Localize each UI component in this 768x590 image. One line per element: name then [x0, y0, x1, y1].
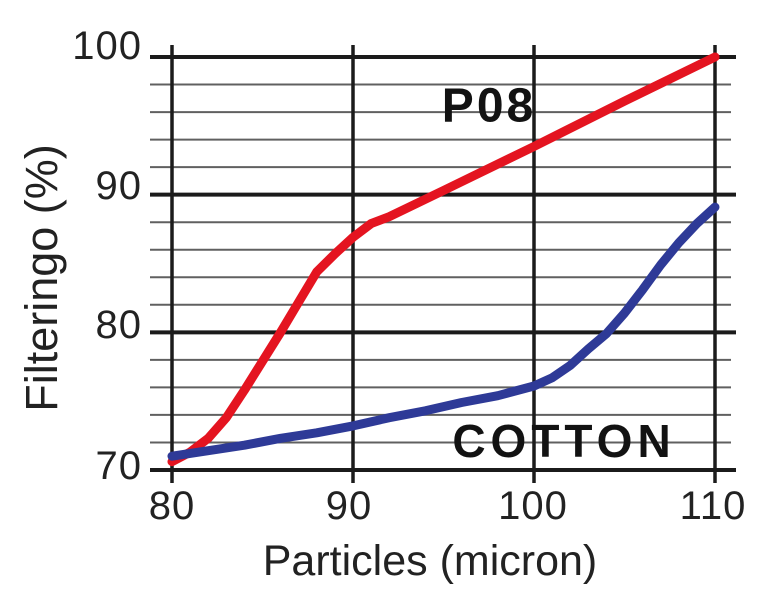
- xtick-label-80: 80: [148, 484, 196, 528]
- x-axis-title: Particles (micron): [262, 537, 598, 585]
- series-line-cotton: [167, 202, 720, 461]
- ytick-label-90: 90: [95, 164, 142, 208]
- y-axis-title: Filteringo (%): [16, 144, 67, 412]
- series-label-p08: P08: [441, 79, 537, 133]
- ytick-label-70: 70: [95, 444, 142, 488]
- series-label-cotton: COTTON: [452, 415, 676, 467]
- series-line-p08: [167, 52, 720, 467]
- xtick-label-110: 110: [679, 484, 747, 528]
- ytick-label-100: 100: [72, 24, 142, 68]
- xtick-label-90: 90: [325, 484, 373, 528]
- ytick-label-80: 80: [95, 303, 142, 347]
- xtick-label-100: 100: [498, 484, 568, 528]
